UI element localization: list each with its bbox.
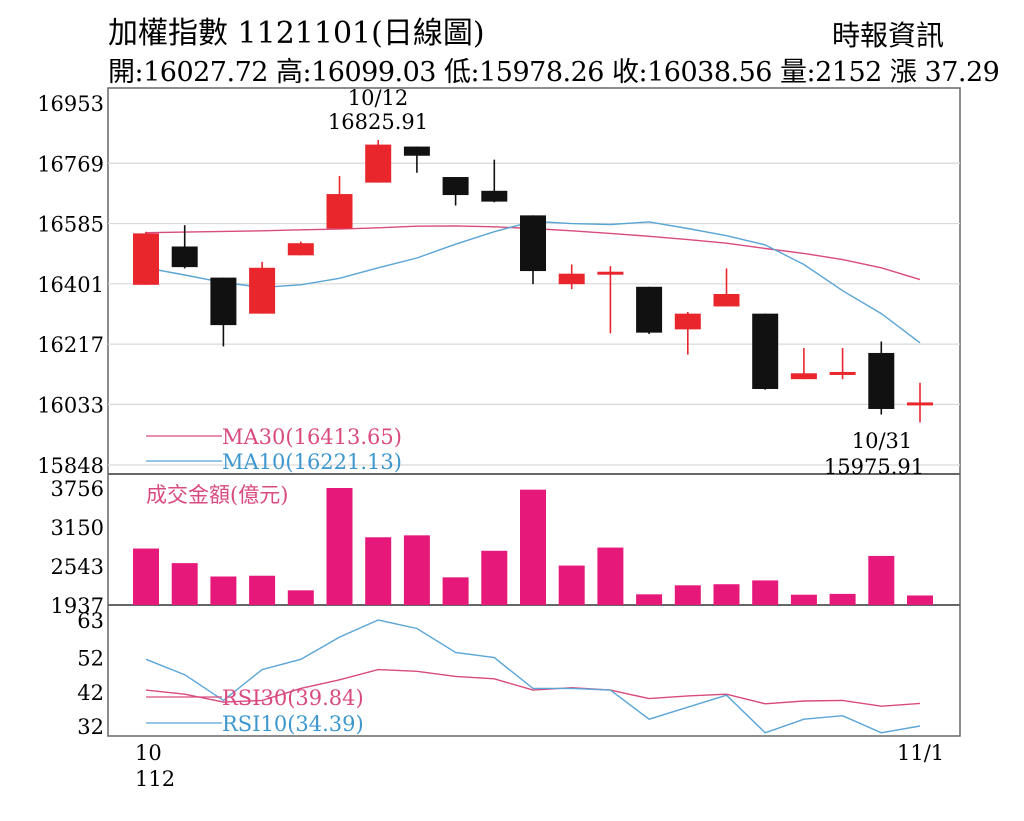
candle-body [790, 373, 817, 380]
legend-ma10-label: MA10(16221.13) [222, 450, 402, 474]
legend-rsi10-label: RSI10(34.39) [222, 712, 364, 736]
volume-bar [133, 548, 159, 605]
volume-tick-label: 3756 [51, 477, 104, 501]
rsi30-line [145, 668, 921, 707]
volume-bar [210, 576, 237, 605]
chart-frame [107, 87, 961, 737]
candle-body [674, 313, 701, 330]
candle-body [636, 286, 663, 333]
chart-title: 加權指數 1121101(日線圖) [108, 16, 485, 51]
volume-bar [326, 488, 353, 605]
volume-bar [752, 580, 779, 605]
volume-bar [674, 585, 701, 605]
volume-tick-label: 1937 [51, 594, 104, 618]
candle-body [558, 273, 585, 285]
price-tick-label: 16953 [37, 92, 104, 116]
candle-body [442, 177, 469, 196]
volume-bar [597, 547, 624, 605]
candle-body [249, 267, 276, 314]
volume-bar [481, 550, 508, 605]
volume-bar [171, 563, 198, 605]
price-tick-label: 16769 [37, 152, 104, 176]
volume-bar [907, 595, 933, 605]
rsi-tick-label: 32 [77, 715, 104, 739]
low-date-annotation: 10/31 [852, 429, 913, 453]
volume-tick-label: 3150 [51, 516, 104, 540]
low-value-annotation: 15975.91 [824, 455, 924, 479]
candle-body [403, 146, 430, 156]
volume-bar [558, 565, 585, 605]
volume-bar [287, 590, 314, 605]
volume-bar [790, 594, 817, 605]
candle-body [481, 190, 508, 202]
volume-bar [442, 577, 469, 605]
high-date-annotation: 10/12 [348, 86, 409, 110]
candle-body [171, 246, 198, 268]
candle-body [829, 371, 856, 375]
candle-body [713, 293, 740, 307]
source-label: 時報資訊 [832, 19, 945, 52]
volume-bar [249, 575, 276, 605]
price-tick-label: 16585 [37, 213, 104, 237]
candle-body [597, 271, 624, 275]
volume-bar [365, 537, 392, 605]
rsi-tick-label: 63 [77, 609, 104, 633]
candle-body [520, 215, 546, 272]
rsi-tick-label: 42 [77, 681, 104, 705]
ohlc-summary: 開:16027.72 高:16099.03 低:15978.26 收:16038… [108, 57, 1000, 88]
volume-bar [403, 535, 430, 605]
volume-bar [636, 594, 663, 605]
candle-body [752, 313, 779, 389]
price-tick-label: 16033 [37, 393, 104, 417]
price-tick-label: 16401 [37, 273, 104, 297]
x-axis-start-year: 112 [135, 767, 175, 791]
volume-bar [868, 555, 895, 605]
price-tick-label: 15848 [37, 454, 104, 478]
candle-body [907, 402, 933, 406]
volume-bar [713, 584, 740, 605]
x-axis-end-label: 11/1 [897, 741, 944, 765]
price-tick-label: 16217 [37, 333, 104, 357]
legend-rsi30-label: RSI30(39.84) [222, 686, 364, 710]
volume-bar [829, 593, 856, 605]
candle-body [365, 144, 392, 183]
candle-body [210, 277, 237, 326]
volume-tick-label: 2543 [51, 555, 104, 579]
candle-body [287, 243, 314, 256]
candle-body [326, 194, 353, 229]
x-axis-start-label: 10 [135, 741, 162, 765]
volume-bar [520, 489, 546, 605]
volume-title: 成交金額(億元) [146, 483, 288, 507]
rsi10-line [145, 619, 921, 734]
legend-ma30-label: MA30(16413.65) [222, 425, 402, 449]
rsi-tick-label: 52 [77, 647, 104, 671]
candle-body [868, 352, 895, 409]
candle-body [133, 233, 159, 285]
high-value-annotation: 16825.91 [328, 110, 428, 134]
